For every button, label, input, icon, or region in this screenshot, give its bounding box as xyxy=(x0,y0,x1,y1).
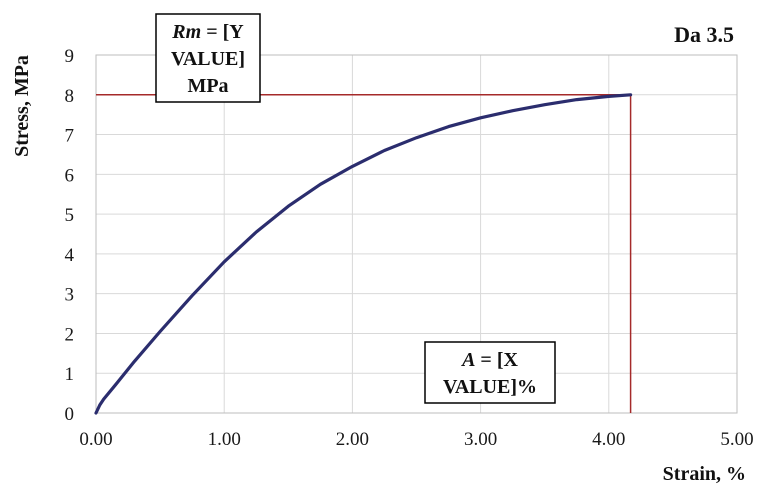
y-tick-label: 9 xyxy=(65,46,75,67)
y-tick-label: 5 xyxy=(65,205,75,226)
y-tick-label: 3 xyxy=(65,285,75,306)
a-symbol: A xyxy=(460,349,475,371)
y-tick-label: 7 xyxy=(65,126,75,147)
a-annotation-line1: A = [X xyxy=(460,349,518,371)
series-line-stress-strain xyxy=(94,93,633,415)
x-tick-label: 2.00 xyxy=(336,429,369,450)
x-tick-label: 0.00 xyxy=(79,429,112,450)
chart-corner-label: Da 3.5 xyxy=(674,22,734,47)
rm-symbol: Rm xyxy=(171,21,201,43)
rm-annotation: Rm = [Y VALUE] MPa xyxy=(155,13,261,103)
y-tick-label: 2 xyxy=(65,324,75,345)
y-tick-label: 1 xyxy=(65,364,75,385)
x-tick-label: 4.00 xyxy=(592,429,625,450)
x-axis-title: Strain, % xyxy=(663,463,746,485)
a-annotation-box xyxy=(424,341,556,404)
x-tick-label: 5.00 xyxy=(720,429,753,450)
y-tick-label: 4 xyxy=(65,245,75,266)
plot-area-border xyxy=(95,54,738,414)
rm-annotation-line3: MPa xyxy=(187,75,228,97)
x-tick-label: 1.00 xyxy=(208,429,241,450)
x-tick-label: 3.00 xyxy=(464,429,497,450)
rm-annotation-line1: Rm = [Y xyxy=(171,21,244,43)
y-tick-label: 6 xyxy=(65,165,75,186)
a-line1-rest: = [X xyxy=(475,349,518,371)
y-tick-label: 8 xyxy=(65,86,75,107)
a-annotation: A = [X VALUE]% xyxy=(424,341,556,404)
rm-annotation-box xyxy=(155,13,261,103)
x-axis-ticks: 0.00 1.00 2.00 3.00 4.00 5.00 xyxy=(79,429,753,450)
rm-line1-rest: = [Y xyxy=(201,21,244,43)
a-annotation-line2: VALUE]% xyxy=(443,376,537,398)
y-axis-title: Stress, MPa xyxy=(11,55,33,157)
y-tick-label: 0 xyxy=(65,404,75,425)
y-axis-ticks: 0 1 2 3 4 5 6 7 8 9 xyxy=(65,46,75,425)
rm-annotation-line2: VALUE] xyxy=(171,48,245,70)
